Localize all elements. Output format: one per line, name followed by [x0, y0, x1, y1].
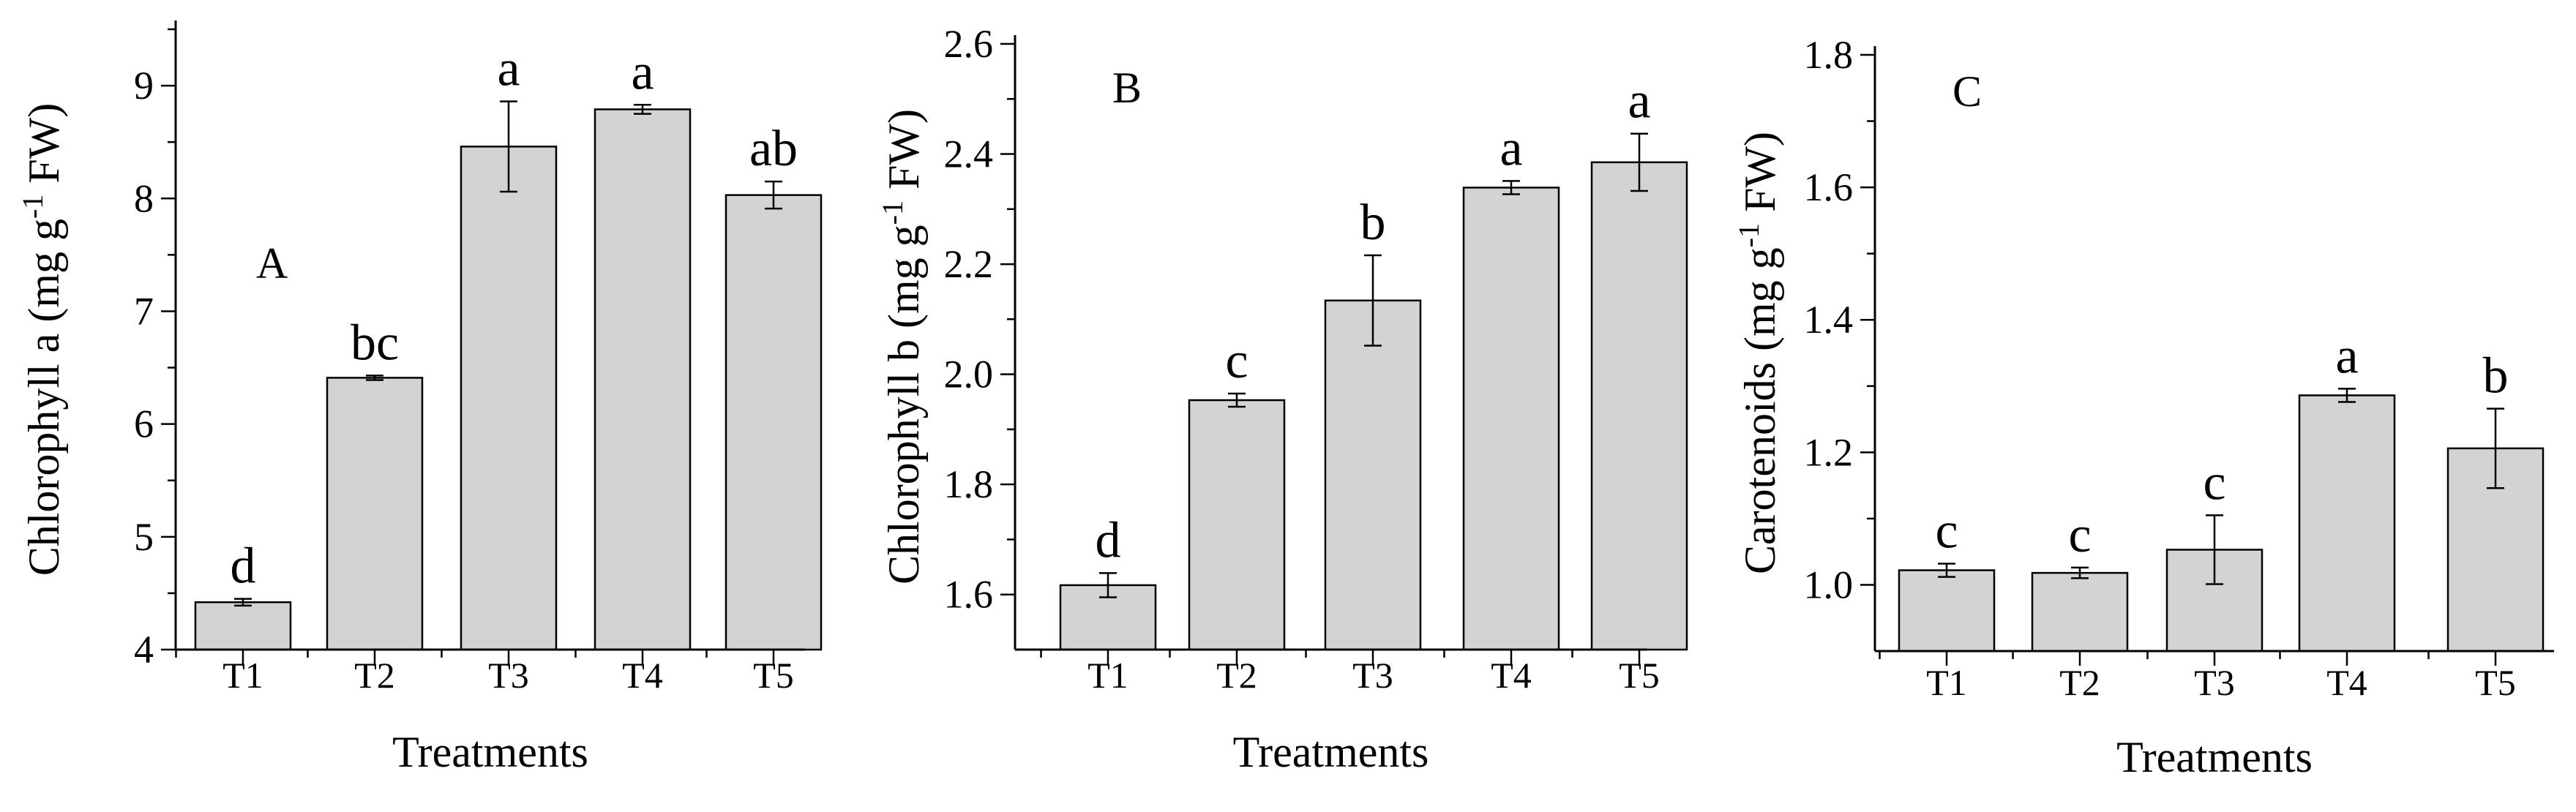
y-tick-label: 1.8: [1804, 33, 1854, 77]
significance-letter-t3: b: [1360, 195, 1386, 251]
x-tick-label-t2: T2: [1216, 655, 1257, 696]
y-tick-label: 9: [134, 64, 154, 108]
bar-t2: [326, 377, 424, 651]
x-tick-label-t1: T1: [1087, 655, 1128, 696]
x-tick-label-t3: T3: [2194, 662, 2235, 703]
error-bar-t2: [2071, 566, 2089, 579]
bar-t2: [2031, 571, 2129, 653]
bar-t2: [1188, 399, 1286, 651]
y-tick-label: 7: [134, 289, 154, 333]
bar-t3: [460, 146, 558, 651]
y-tick-label: 1.0: [1804, 563, 1854, 606]
error-bar-t3: [1364, 254, 1382, 347]
y-tick-label: 2.0: [944, 353, 994, 396]
bar-t3: [1324, 299, 1422, 651]
y-tick-label: 8: [134, 176, 154, 220]
x-tick-label-t4: T4: [1491, 655, 1532, 696]
significance-letter-t4: a: [631, 44, 654, 100]
y-tick-label: 2.6: [944, 22, 994, 66]
error-bar-t4: [1502, 180, 1520, 195]
x-tick-label-t1: T1: [1926, 662, 1967, 703]
significance-letter-t1: d: [1096, 512, 1121, 568]
bar-t1: [1898, 569, 1996, 653]
error-bar-t5: [2487, 407, 2504, 489]
significance-letter-t1: c: [1935, 503, 1958, 559]
x-tick-label-t2: T2: [2059, 662, 2100, 703]
error-bar-t4: [634, 104, 651, 115]
x-tick-label-t2: T2: [354, 655, 395, 696]
error-bar-t4: [2338, 388, 2356, 403]
x-tick-label-t3: T3: [488, 655, 529, 696]
significance-letter-t5: ab: [749, 121, 798, 177]
error-bar-t2: [366, 375, 383, 381]
x-tick-label-t5: T5: [1619, 655, 1660, 696]
y-axis-title: Carotenoids (mg g-1 FW): [1732, 132, 1784, 574]
y-tick-label: 1.4: [1804, 298, 1854, 342]
x-tick-label-t3: T3: [1352, 655, 1393, 696]
significance-letter-t5: a: [1628, 73, 1650, 129]
y-tick-label: 1.6: [944, 573, 994, 617]
significance-letter-t5: b: [2483, 348, 2509, 405]
bar-t4: [594, 108, 692, 651]
error-bar-t5: [1630, 132, 1648, 192]
significance-letter-t4: a: [1499, 120, 1522, 176]
error-bar-t5: [765, 180, 782, 210]
x-axis-title: Treatments: [1233, 728, 1429, 776]
bar-t1: [194, 601, 292, 651]
bar-t5: [1590, 161, 1688, 651]
error-bar-t3: [2206, 514, 2223, 585]
significance-letter-t2: bc: [351, 315, 399, 371]
x-tick-label-t5: T5: [2475, 662, 2516, 703]
chart-panel-c: c c c a b 1.0 1.2 1.4 1.6 1.8 T1 T2 T3 T4 T5 C Carotenoi…: [1732, 33, 2554, 781]
x-tick-label-t5: T5: [753, 655, 794, 696]
x-axis-title: Treatments: [2116, 733, 2313, 781]
error-bar-t1: [1938, 563, 1955, 578]
y-tick-label: 2.4: [944, 132, 994, 176]
significance-letter-t3: c: [2203, 454, 2225, 511]
significance-letter-t1: d: [231, 538, 256, 595]
y-tick-label: 1.6: [1804, 165, 1854, 209]
y-tick-label: 2.2: [944, 242, 994, 286]
y-axis-title: Chlorophyll b (mg g-1 FW): [876, 109, 928, 584]
x-tick-label-t1: T1: [222, 655, 263, 696]
x-axis-title: Treatments: [392, 728, 588, 776]
y-tick-label: 4: [134, 628, 154, 672]
chart-panel-a: d bc a a ab 4 5 6 7 8 9 T1 T2 T3 T4 T5 A Chlorophyll a (m…: [16, 20, 823, 776]
y-axis-title: Chlorophyll a (mg g-1 FW): [16, 103, 68, 576]
y-tick-label: 6: [134, 402, 154, 446]
bar-t4: [2298, 394, 2396, 653]
y-tick-label: 5: [134, 515, 154, 559]
bar-t4: [1462, 187, 1560, 651]
chart-panel-b: d c b a a 1.6 1.8 2.0 2.2 2.4 2.6 T1 T2 T3 T4 T5 B Chloro…: [876, 22, 1688, 776]
panel-label: B: [1112, 64, 1142, 112]
error-bar-t2: [1228, 392, 1246, 408]
bar-t5: [724, 194, 823, 651]
error-bar-t3: [500, 100, 517, 193]
y-tick-label: 1.8: [944, 462, 994, 506]
significance-letter-t2: c: [2068, 507, 2091, 563]
significance-letter-t3: a: [497, 41, 520, 97]
y-tick-label: 1.2: [1804, 430, 1854, 474]
significance-letter-t4: a: [2335, 328, 2358, 384]
error-bar-t1: [234, 598, 252, 607]
x-tick-label-t4: T4: [2326, 662, 2367, 703]
panel-label: C: [1952, 67, 1982, 116]
panel-label: A: [256, 239, 288, 287]
error-bar-t1: [1099, 572, 1117, 598]
x-tick-label-t4: T4: [622, 655, 663, 696]
significance-letter-t2: c: [1225, 333, 1248, 389]
